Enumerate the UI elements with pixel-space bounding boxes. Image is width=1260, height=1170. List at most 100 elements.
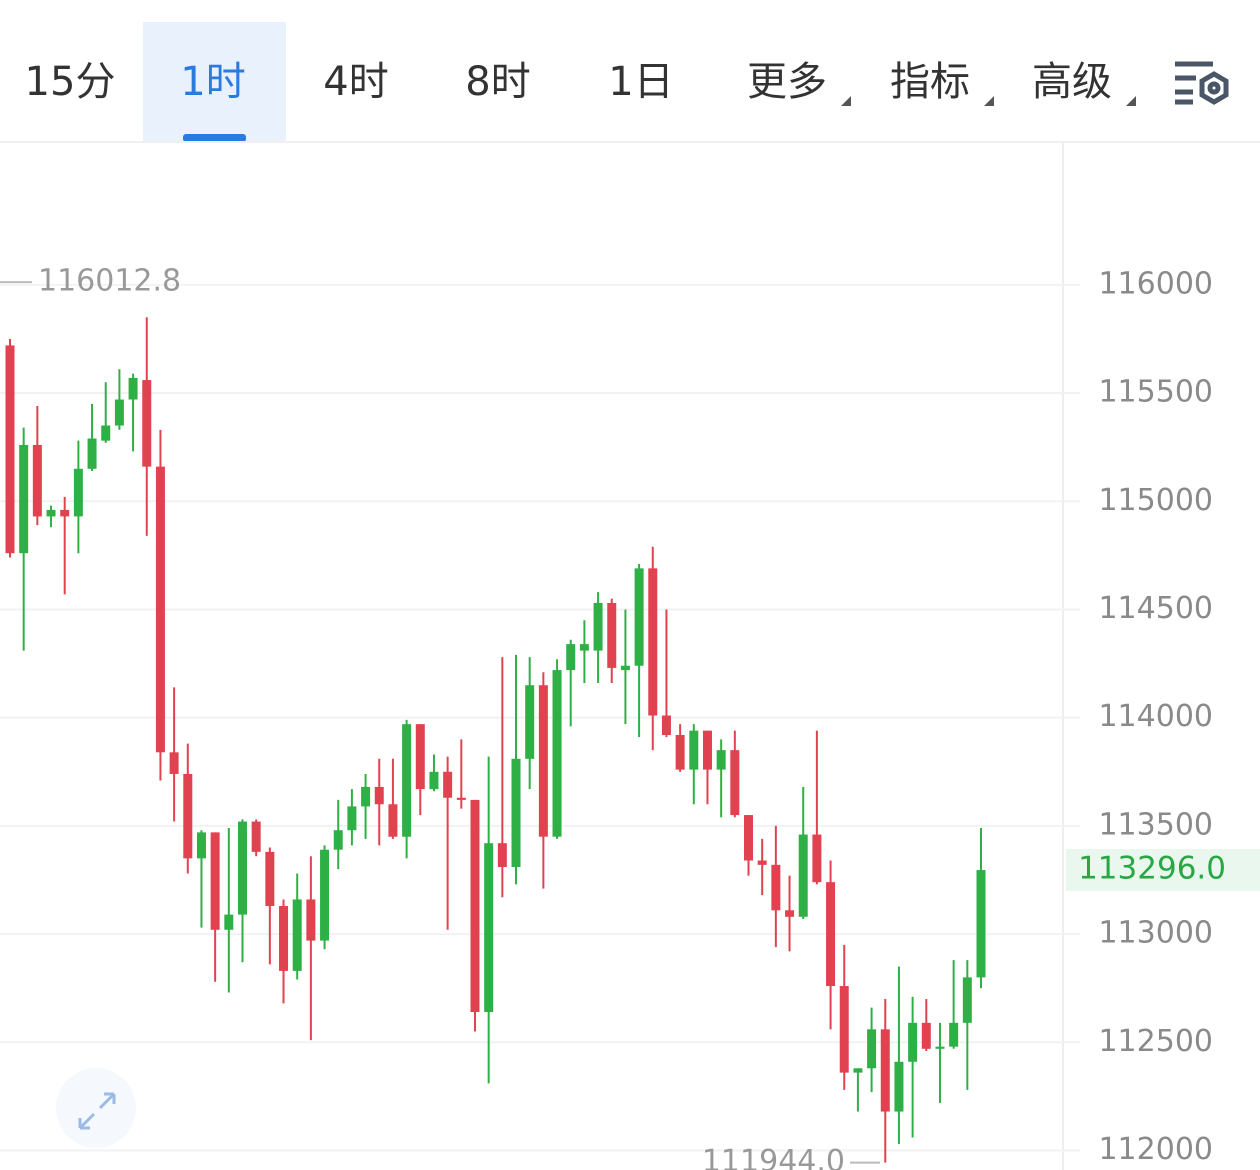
tab-label[interactable]: 15分	[25, 59, 116, 105]
candle-body	[87, 438, 97, 469]
candle-body	[839, 986, 849, 1073]
candle-body	[388, 804, 398, 837]
candle-body	[5, 345, 15, 554]
candle-body	[333, 830, 343, 850]
candle-body	[552, 670, 562, 837]
last-price-label: 113296.0	[1078, 851, 1226, 887]
candle-body	[347, 806, 357, 831]
dropdown-caret	[984, 96, 994, 106]
candle-body	[593, 602, 603, 651]
candle-body	[853, 1068, 863, 1073]
tab-label[interactable]: 4时	[323, 59, 388, 105]
tab-label[interactable]: 1日	[608, 59, 673, 105]
candle-body	[744, 815, 754, 861]
candle-body	[101, 425, 111, 441]
candle-body	[456, 797, 466, 800]
candle-body	[935, 1046, 945, 1049]
candle-body	[798, 834, 808, 917]
tab-label[interactable]: 更多	[747, 59, 827, 105]
candlestick-chart: 112000 112500 113000 113500 114000 114500 1150…	[0, 264, 1260, 1170]
settings-icon[interactable]	[1175, 61, 1229, 105]
candle-body	[32, 444, 42, 517]
candle-body	[867, 1029, 877, 1069]
candle-body	[511, 758, 521, 868]
candle-body	[196, 832, 206, 859]
candle-body	[73, 468, 83, 517]
candle-body	[279, 905, 289, 971]
candle-body	[374, 786, 384, 805]
candle-body	[402, 724, 412, 837]
candle-body	[771, 864, 781, 911]
max-label: 116012.8	[38, 264, 181, 299]
tab-bar: 15分 1时 4时 8时 1日 更多 指标 高级	[25, 59, 1136, 106]
candle-body	[470, 799, 480, 1013]
candle-body	[730, 750, 740, 816]
tab-selected-bg	[143, 22, 286, 142]
candle-body	[785, 910, 795, 917]
candle-body	[224, 914, 234, 930]
candle-body	[265, 851, 275, 906]
candle-body	[620, 665, 630, 671]
y-tick-label: 116000	[1098, 266, 1213, 301]
candle-body	[361, 786, 371, 807]
candle-body	[675, 734, 685, 770]
y-tick-label: 112000	[1098, 1132, 1213, 1167]
candle-body	[949, 1022, 959, 1047]
candle-body	[60, 509, 70, 517]
candle-body	[169, 752, 179, 774]
candle-body	[306, 899, 316, 941]
candle-body	[579, 644, 589, 651]
y-tick-label: 115500	[1098, 375, 1213, 410]
y-tick-label: 114500	[1098, 591, 1213, 626]
candle-body	[19, 444, 29, 554]
candle-body	[826, 882, 836, 987]
candle-body	[251, 821, 261, 852]
y-tick-label: 114000	[1098, 699, 1213, 734]
candle-body	[429, 771, 439, 790]
candle-body	[566, 644, 576, 671]
candle-body	[908, 1022, 918, 1062]
tab-indicator	[183, 134, 246, 142]
candle-body	[880, 1029, 890, 1112]
tab-label[interactable]: 高级	[1032, 59, 1112, 105]
candle-body	[128, 377, 138, 400]
dropdown-caret	[841, 96, 851, 106]
candle-body	[46, 509, 56, 517]
min-label: 111944.0	[702, 1144, 845, 1170]
candle-body	[237, 821, 247, 915]
candle-body	[716, 750, 726, 770]
expand-button[interactable]	[56, 1068, 136, 1148]
candle-body	[292, 899, 302, 971]
candle-body	[443, 771, 453, 798]
candle-body	[142, 380, 152, 467]
candle-body	[114, 399, 124, 426]
candle-body	[210, 832, 220, 930]
candle-body	[155, 466, 165, 753]
candle-body	[702, 730, 712, 770]
candle-body	[183, 773, 193, 859]
candle-body	[525, 685, 535, 759]
tab-label[interactable]: 8时	[465, 59, 530, 105]
candle-body	[894, 1061, 904, 1112]
y-tick-label: 112500	[1098, 1024, 1213, 1059]
candle-body	[484, 843, 494, 1013]
candle-body	[661, 715, 671, 735]
candle-body	[689, 730, 699, 770]
dropdown-caret	[1126, 96, 1136, 106]
candle-body	[538, 685, 548, 837]
y-tick-label: 115000	[1098, 483, 1213, 518]
tab-label[interactable]: 指标	[890, 59, 970, 105]
candle-body	[497, 843, 507, 868]
candle-body	[976, 870, 986, 978]
y-tick-label: 113000	[1098, 916, 1213, 951]
tab-label[interactable]: 1时	[180, 59, 245, 105]
candle-body	[757, 860, 767, 865]
y-tick-label: 113500	[1098, 807, 1213, 842]
last-price-bg	[1066, 849, 1260, 892]
candle-body	[921, 1022, 931, 1049]
candle-body	[320, 849, 330, 941]
candle-body	[812, 834, 822, 883]
candle-body	[607, 602, 617, 668]
candle-body	[962, 977, 972, 1023]
